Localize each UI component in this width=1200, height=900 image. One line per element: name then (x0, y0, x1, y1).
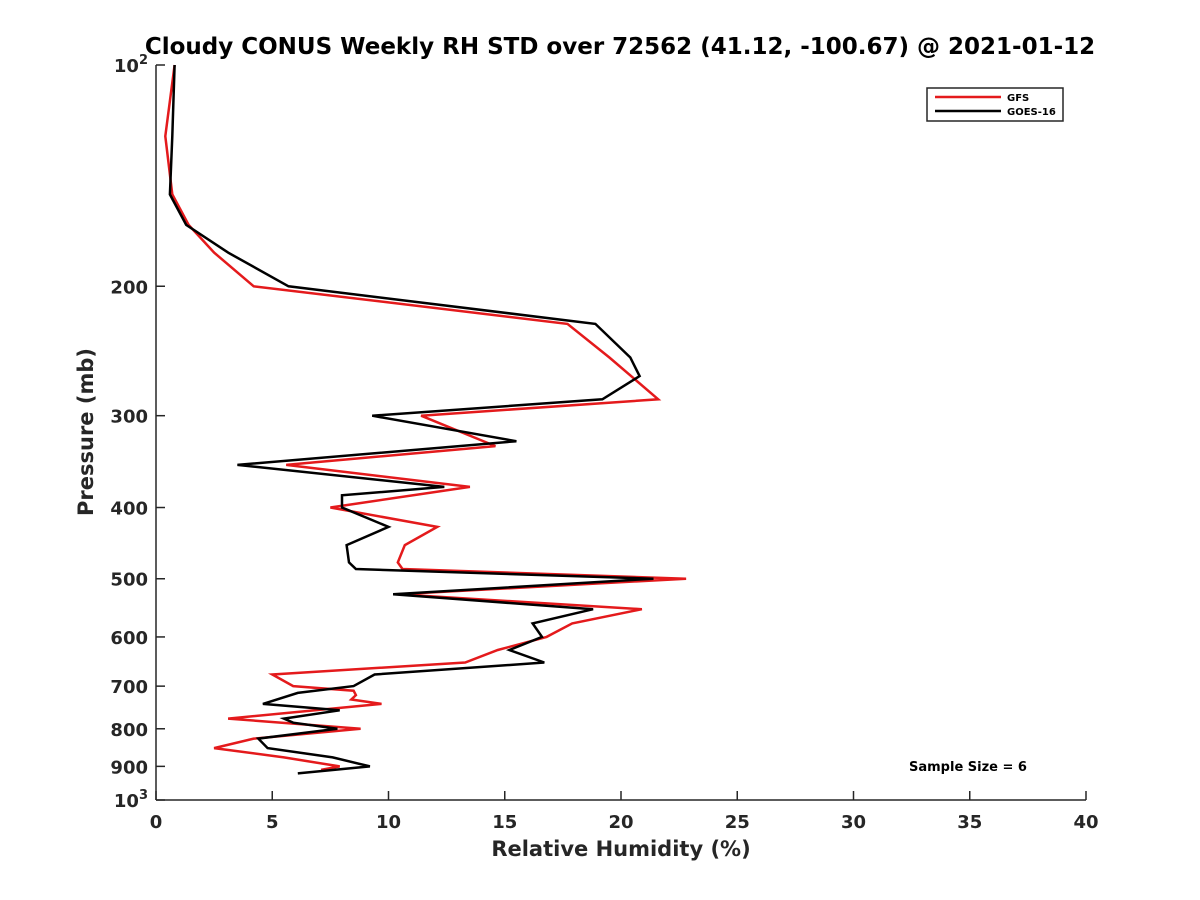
y-tick-label: 102 (114, 53, 148, 77)
x-tick-label: 40 (1073, 812, 1098, 833)
y-axis-label: Pressure (mb) (74, 348, 98, 516)
x-ticks: 0 5 10 15 20 25 30 35 40 (150, 791, 1099, 833)
series-line-gfs (164, 64, 687, 772)
x-tick-label: 10 (376, 812, 401, 833)
x-tick-label: 35 (957, 812, 982, 833)
x-tick-label: 30 (841, 812, 866, 833)
y-ticks: 102 200 300 400 500 600 700 800 900 103 (110, 53, 165, 812)
chart-title: Cloudy CONUS Weekly RH STD over 72562 (4… (145, 34, 1095, 60)
x-tick-label: 20 (608, 812, 633, 833)
legend-label-goes16: GOES-16 (1007, 107, 1056, 118)
series-line-goes16 (168, 64, 654, 775)
y-tick-label: 400 (110, 499, 148, 520)
y-tick-label: 700 (110, 677, 148, 698)
x-axis-label: Relative Humidity (%) (491, 837, 750, 861)
x-tick-label: 15 (492, 812, 517, 833)
legend-label-gfs: GFS (1007, 93, 1029, 104)
plot-area (155, 65, 1086, 801)
legend: GFS GOES-16 (926, 87, 1064, 122)
x-tick-label: 5 (266, 812, 279, 833)
y-tick-label: 500 (110, 570, 148, 591)
x-tick-label: 25 (725, 812, 750, 833)
sample-size-annotation: Sample Size = 6 (909, 760, 1027, 775)
x-tick-label: 0 (150, 812, 163, 833)
y-tick-label: 300 (110, 407, 148, 428)
y-tick-label: 103 (114, 788, 148, 812)
y-tick-label: 800 (110, 720, 148, 741)
legend-box (926, 87, 1064, 122)
y-tick-label: 600 (110, 628, 148, 649)
series-layer (164, 64, 687, 775)
y-tick-label: 200 (110, 277, 148, 298)
y-tick-label: 900 (110, 757, 148, 778)
